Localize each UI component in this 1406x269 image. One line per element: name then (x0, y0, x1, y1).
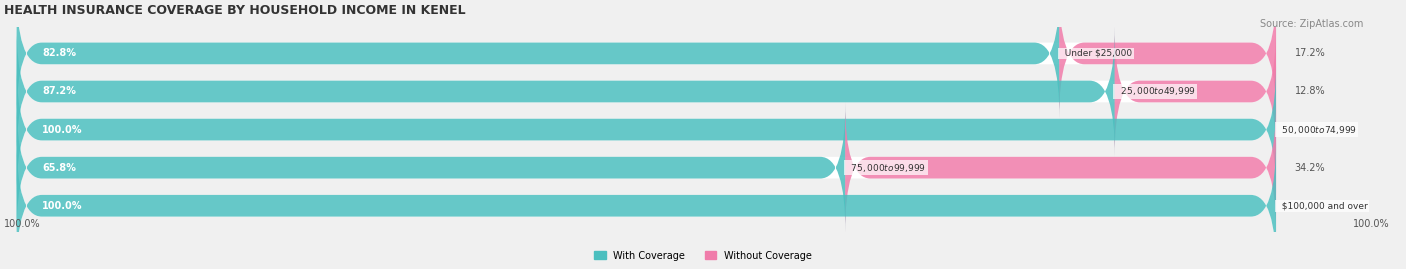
Text: 87.2%: 87.2% (42, 87, 76, 97)
Text: 100.0%: 100.0% (42, 125, 83, 134)
Text: HEALTH INSURANCE COVERAGE BY HOUSEHOLD INCOME IN KENEL: HEALTH INSURANCE COVERAGE BY HOUSEHOLD I… (4, 4, 465, 17)
FancyBboxPatch shape (17, 0, 1277, 119)
FancyBboxPatch shape (17, 102, 1277, 233)
Text: $100,000 and over: $100,000 and over (1275, 201, 1368, 210)
Text: 100.0%: 100.0% (4, 219, 41, 229)
FancyBboxPatch shape (17, 26, 1277, 157)
Text: 100.0%: 100.0% (42, 201, 83, 211)
FancyBboxPatch shape (17, 26, 1115, 157)
FancyBboxPatch shape (17, 140, 1277, 269)
FancyBboxPatch shape (17, 0, 1060, 119)
Text: Source: ZipAtlas.com: Source: ZipAtlas.com (1260, 19, 1364, 29)
Text: Under $25,000: Under $25,000 (1059, 49, 1132, 58)
Text: 17.2%: 17.2% (1295, 48, 1326, 58)
Text: $50,000 to $74,999: $50,000 to $74,999 (1275, 123, 1357, 136)
Text: 100.0%: 100.0% (1353, 219, 1389, 229)
Legend: With Coverage, Without Coverage: With Coverage, Without Coverage (591, 247, 815, 265)
FancyBboxPatch shape (1059, 0, 1277, 119)
Text: 65.8%: 65.8% (42, 163, 76, 173)
Text: 12.8%: 12.8% (1295, 87, 1326, 97)
FancyBboxPatch shape (17, 64, 1277, 195)
Text: 82.8%: 82.8% (42, 48, 76, 58)
Text: 34.2%: 34.2% (1295, 163, 1326, 173)
FancyBboxPatch shape (17, 140, 1277, 269)
FancyBboxPatch shape (17, 64, 1277, 195)
Text: $75,000 to $99,999: $75,000 to $99,999 (845, 162, 927, 174)
Text: $25,000 to $49,999: $25,000 to $49,999 (1115, 86, 1195, 97)
FancyBboxPatch shape (17, 102, 845, 233)
FancyBboxPatch shape (1115, 26, 1277, 157)
FancyBboxPatch shape (845, 102, 1277, 233)
